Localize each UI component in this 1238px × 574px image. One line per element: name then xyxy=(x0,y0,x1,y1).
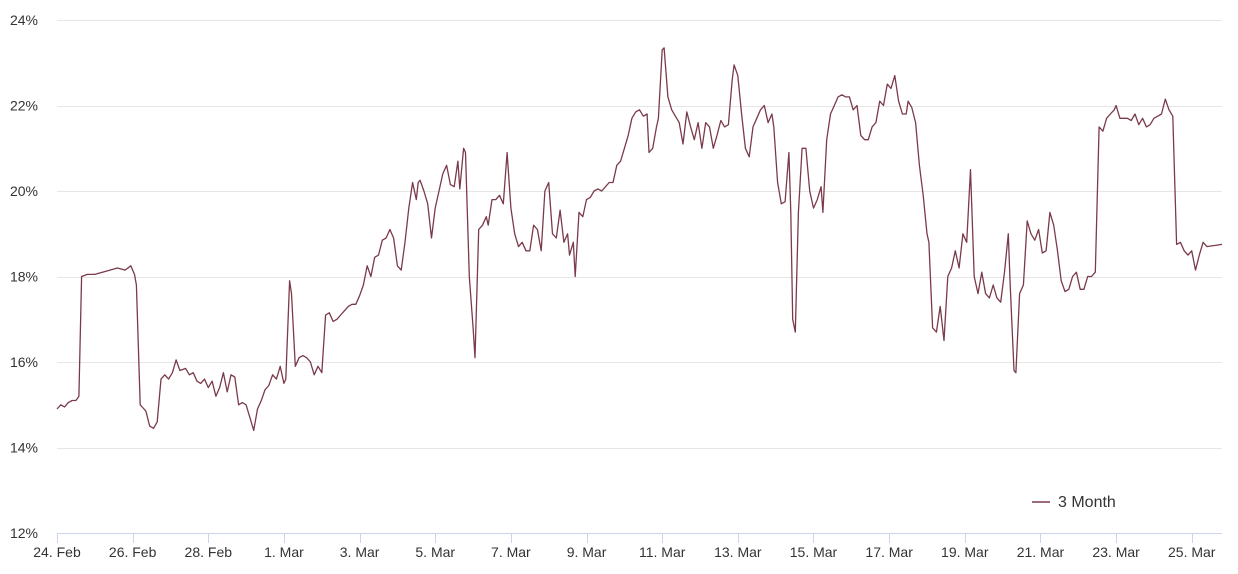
x-tick-label: 1. Mar xyxy=(264,544,304,560)
y-tick-label: 20% xyxy=(10,183,38,199)
x-tick-label: 25. Mar xyxy=(1168,544,1216,560)
x-tick-label: 5. Mar xyxy=(415,544,455,560)
x-tick-label: 23. Mar xyxy=(1092,544,1140,560)
y-tick-label: 22% xyxy=(10,98,38,114)
x-tick-label: 11. Mar xyxy=(639,544,686,560)
x-tick-label: 24. Feb xyxy=(33,544,81,560)
x-tick-label: 7. Mar xyxy=(491,544,531,560)
y-tick-label: 24% xyxy=(10,12,38,28)
grid-lines xyxy=(57,20,1222,449)
x-tick-label: 19. Mar xyxy=(941,544,989,560)
x-tick-label: 28. Feb xyxy=(185,544,233,560)
series-line xyxy=(56,47,1223,432)
x-tick-label: 13. Mar xyxy=(714,544,762,560)
y-tick-label: 12% xyxy=(10,525,38,541)
y-tick-label: 14% xyxy=(10,440,38,456)
y-tick-label: 16% xyxy=(10,354,38,370)
x-tick-label: 26. Feb xyxy=(109,544,157,560)
x-axis xyxy=(57,533,1222,543)
legend[interactable]: 3 Month xyxy=(1032,494,1116,511)
x-tick-label: 15. Mar xyxy=(790,544,838,560)
x-tick-label: 3. Mar xyxy=(340,544,380,560)
x-axis-tick-labels: 24. Feb 26. Feb 28. Feb 1. Mar 3. Mar 5. Mar 7… xyxy=(33,544,1216,560)
x-tick-label: 21. Mar xyxy=(1017,544,1065,560)
legend-item[interactable]: 3 Month xyxy=(1032,494,1116,511)
x-tick-label: 17. Mar xyxy=(865,544,913,560)
series-layer xyxy=(56,47,1223,432)
legend-label: 3 Month xyxy=(1058,494,1116,511)
y-axis-tick-labels: 12% 14% 16% 18% 20% 22% 24% xyxy=(10,12,38,541)
x-tick-label: 9. Mar xyxy=(567,544,607,560)
y-tick-label: 18% xyxy=(10,269,38,285)
